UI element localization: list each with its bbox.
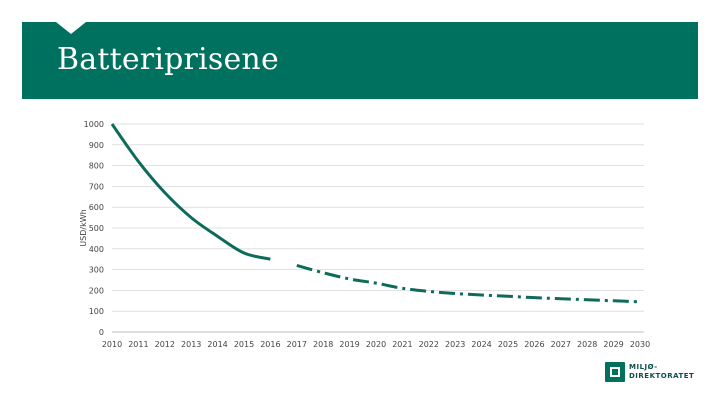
logo-wordmark: MILJØ- DIREKTORATET [629, 363, 694, 381]
x-tick-label: 2012 [155, 340, 175, 349]
grid-lines [112, 123, 644, 312]
series-line-1 [110, 123, 271, 261]
y-tick-label: 200 [89, 286, 104, 295]
logo-icon [605, 362, 625, 382]
x-tick-label: 2014 [207, 340, 227, 349]
logo-line-2: DIREKTORATET [629, 372, 695, 380]
x-tick-label: 2022 [419, 340, 439, 349]
y-tick-label: 500 [89, 224, 104, 233]
x-tick-label: 2021 [392, 340, 412, 349]
x-tick-label: 2026 [524, 340, 544, 349]
x-tick-label: 2013 [181, 340, 201, 349]
y-tick-label: 900 [89, 141, 104, 150]
y-tick-label: 400 [89, 245, 104, 254]
x-tick-label: 2023 [445, 340, 465, 349]
y-tick-label: 1000 [84, 120, 104, 129]
x-tick-label: 2017 [287, 340, 307, 349]
x-tick-label: 2029 [603, 340, 623, 349]
x-tick-label: 2024 [471, 340, 491, 349]
x-tick-label: 2019 [339, 340, 359, 349]
x-tick-labels: 2010 2011 2012 2013 2014 2015 2016 2017 2018 2019… [102, 340, 650, 349]
x-tick-label: 2018 [313, 340, 333, 349]
y-tick-label: 800 [89, 162, 104, 171]
y-tick-label: 600 [89, 203, 104, 212]
x-tick-label: 2015 [234, 340, 254, 349]
title-band [22, 22, 698, 99]
x-tick-label: 2016 [260, 340, 280, 349]
y-tick-labels: 0 100 200 300 400 500 600 700 800 900 1000 [84, 120, 104, 337]
title-notch [56, 22, 86, 34]
logo-line-1: MILJØ- [629, 363, 658, 371]
x-tick-label: 2010 [102, 340, 122, 349]
x-tick-label: 2030 [630, 340, 650, 349]
miljodirektoratet-logo: MILJØ- DIREKTORATET [605, 362, 697, 386]
x-tick-label: 2027 [551, 340, 571, 349]
y-tick-label: 0 [99, 328, 104, 337]
x-tick-label: 2020 [366, 340, 386, 349]
series-lines [110, 123, 641, 304]
slide-title: Batteriprisene [57, 42, 279, 77]
x-tick-label: 2011 [128, 340, 148, 349]
y-tick-label: 700 [89, 182, 104, 191]
series-line-2 [296, 263, 641, 304]
x-tick-label: 2028 [577, 340, 597, 349]
x-tick-label: 2025 [498, 340, 518, 349]
y-tick-label: 100 [89, 307, 104, 316]
y-axis-title: USD/kWh [79, 209, 88, 246]
y-tick-label: 300 [89, 266, 104, 275]
